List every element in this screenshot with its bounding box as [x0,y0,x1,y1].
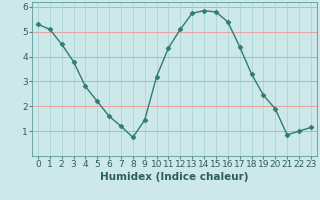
X-axis label: Humidex (Indice chaleur): Humidex (Indice chaleur) [100,172,249,182]
